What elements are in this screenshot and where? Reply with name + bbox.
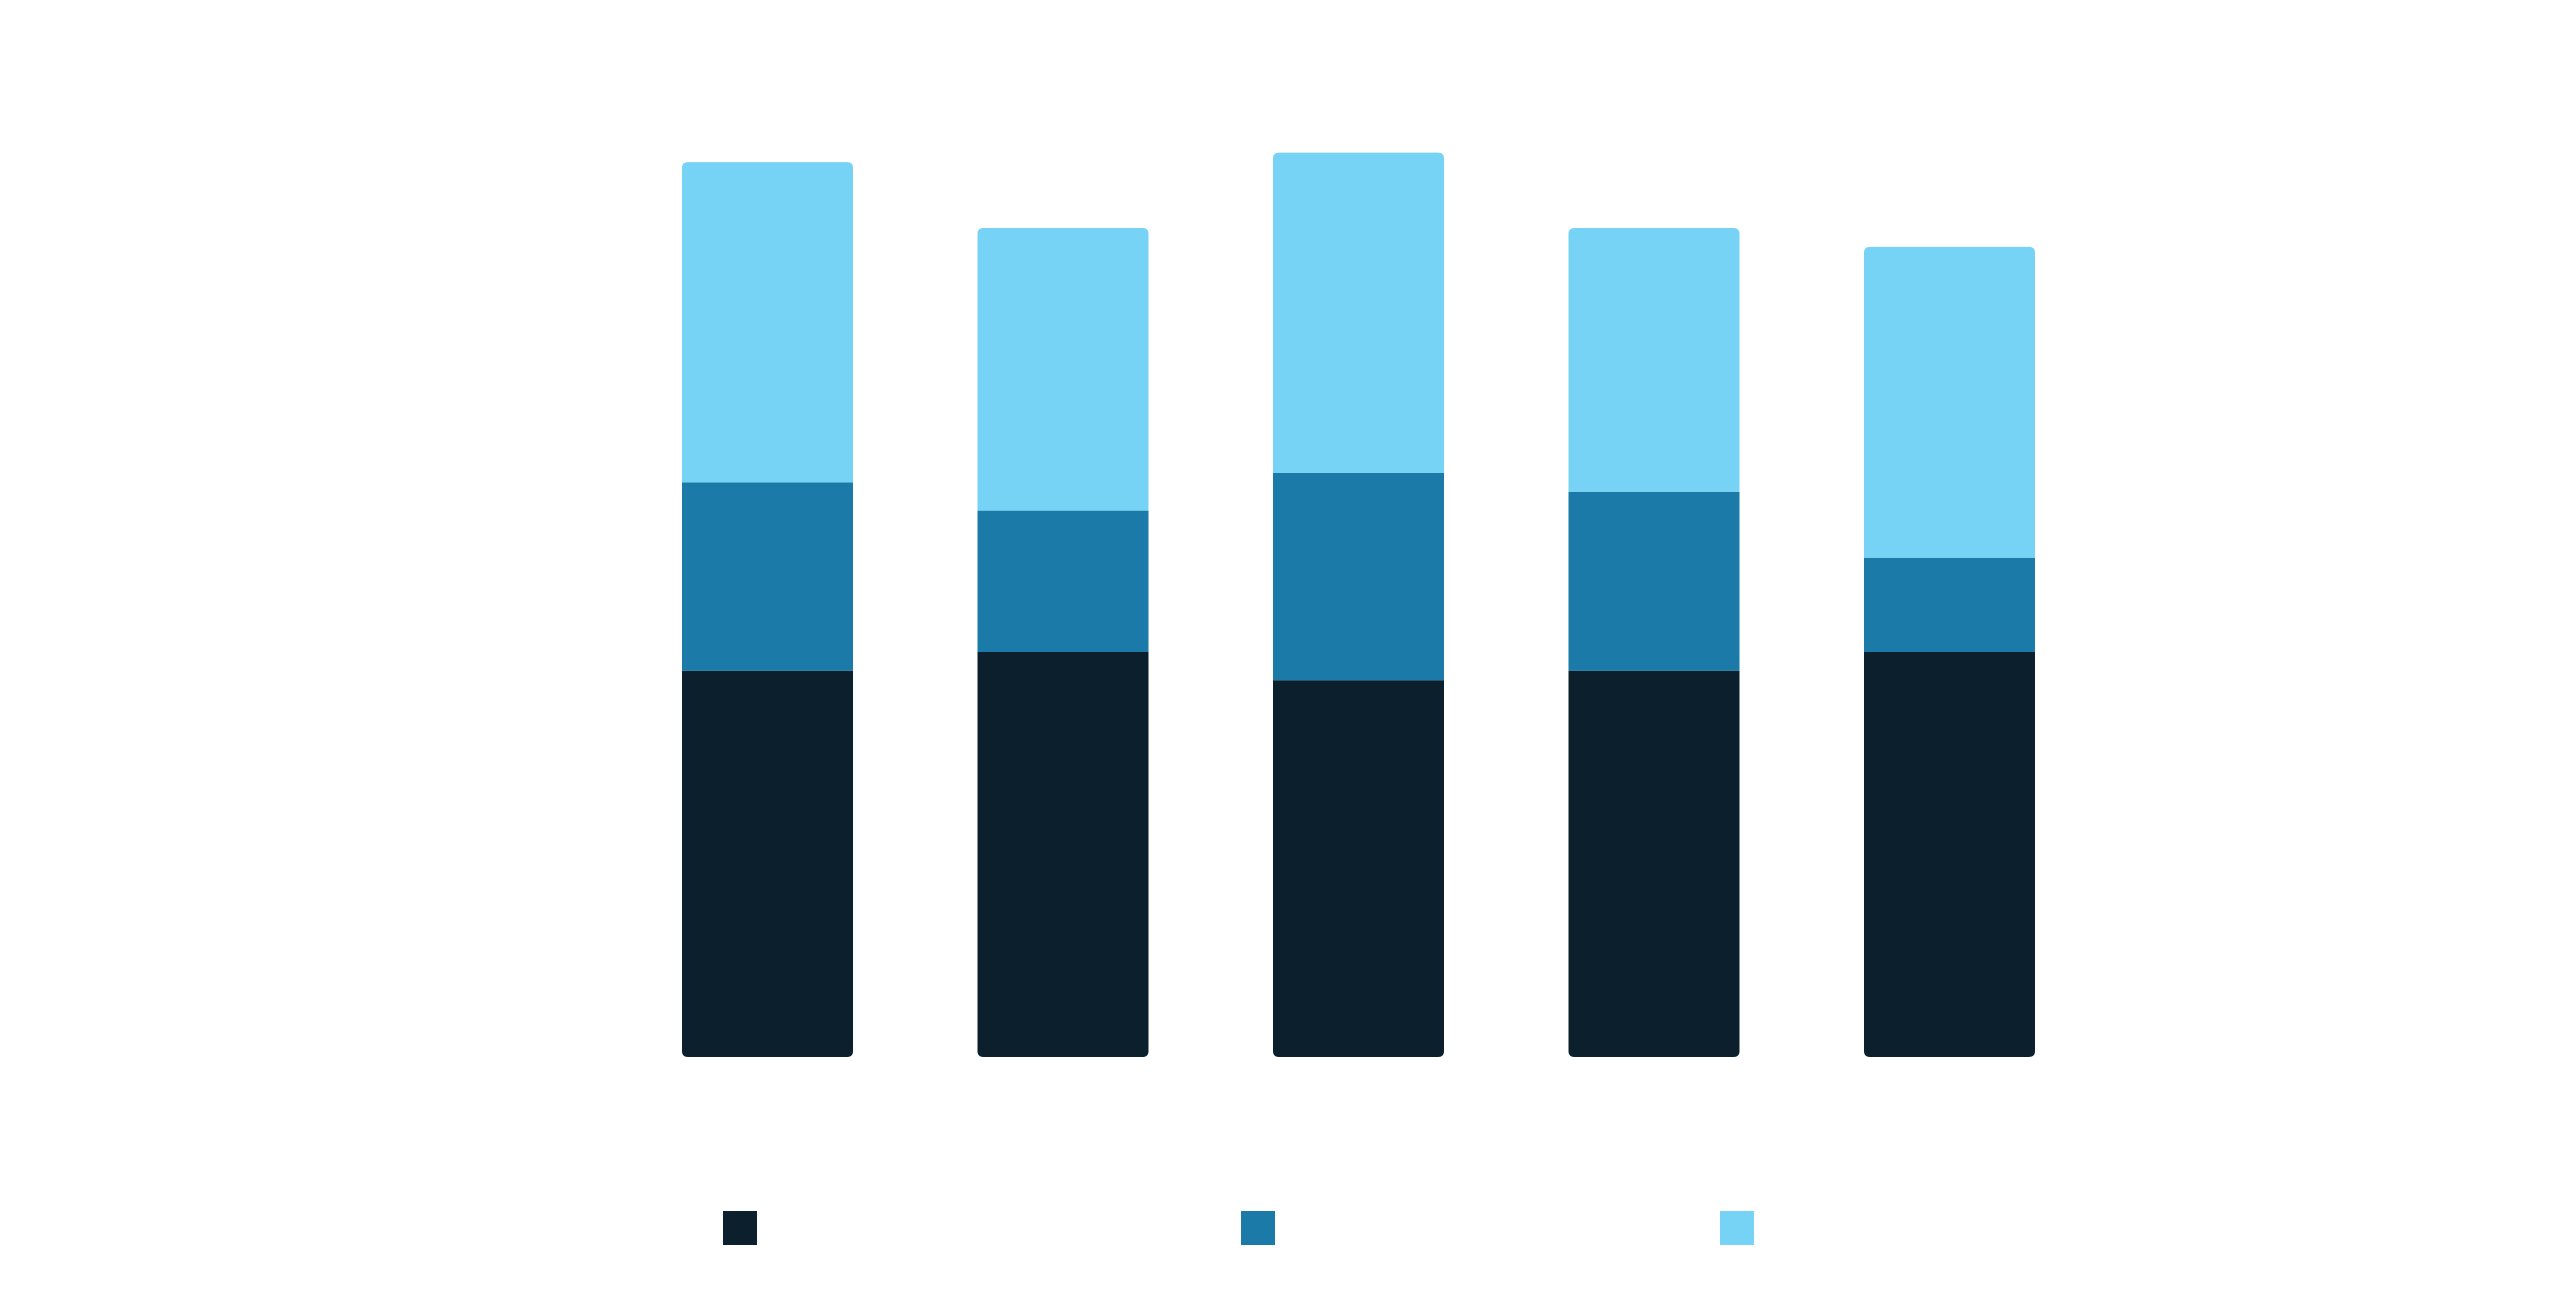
legend (0, 1210, 2560, 1246)
bar-segment-cat3-series1 (1273, 680, 1444, 1057)
legend-item-3 (1720, 1210, 1768, 1246)
legend-swatch-2 (1241, 1211, 1275, 1245)
bar-segment-cat1-series3 (682, 162, 853, 483)
legend-item-2 (1241, 1210, 1289, 1246)
bar-segment-cat1-series1 (682, 670, 853, 1057)
legend-swatch-3 (1720, 1211, 1754, 1245)
bar-segment-cat2-series2 (977, 510, 1149, 652)
bar-segment-cat4-series3 (1568, 228, 1740, 492)
bar-segment-cat2-series1 (977, 651, 1149, 1057)
bar-segment-cat3-series3 (1273, 152, 1444, 473)
bar-segment-cat4-series1 (1568, 670, 1740, 1057)
bars-group (682, 152, 2035, 1057)
bar-segment-cat5-series2 (1864, 557, 2035, 652)
bar-segment-cat4-series2 (1568, 491, 1740, 671)
legend-swatch-1 (723, 1211, 757, 1245)
bar-segment-cat2-series3 (977, 228, 1149, 511)
bar-segment-cat5-series3 (1864, 246, 2035, 558)
bar-segment-cat5-series1 (1864, 651, 2035, 1057)
bar-segment-cat1-series2 (682, 482, 853, 671)
legend-item-1 (723, 1210, 771, 1246)
bar-segment-cat3-series2 (1273, 472, 1444, 681)
